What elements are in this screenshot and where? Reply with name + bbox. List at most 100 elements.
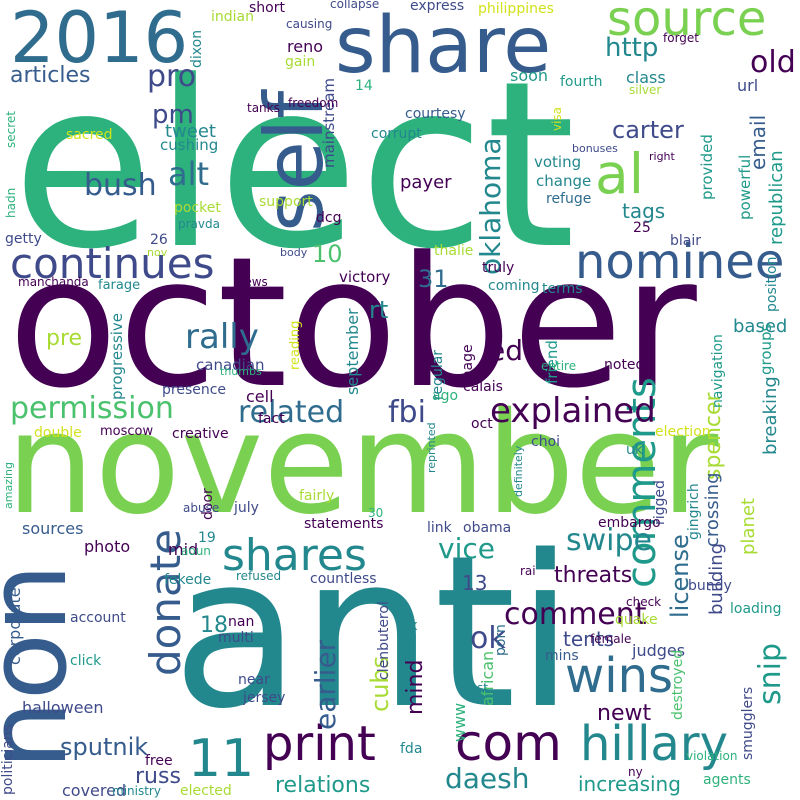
word-regular: regular xyxy=(430,350,446,400)
word-based: based xyxy=(733,316,787,337)
word-coming: coming xyxy=(488,278,540,294)
word-right: right xyxy=(649,150,676,163)
word-print: print xyxy=(263,716,376,772)
word-14: 14 xyxy=(355,78,373,94)
word-reno: reno xyxy=(287,37,323,56)
word-swipe: swipe xyxy=(566,523,652,558)
word-www: www xyxy=(450,703,469,742)
word-jersey: jersey xyxy=(242,690,285,706)
word-ex: ex xyxy=(401,618,418,634)
word-courtesy: courtesy xyxy=(405,106,466,122)
word-progressive: progressive xyxy=(108,313,126,400)
word-mind: mind xyxy=(403,660,428,715)
word-11: 11 xyxy=(188,729,254,789)
word-increasing: increasing xyxy=(578,772,681,796)
word-october: october xyxy=(8,219,697,428)
word-choi: choi xyxy=(531,434,560,450)
word-13: 13 xyxy=(462,571,487,595)
word-30: 30 xyxy=(368,506,383,520)
word-statements: statements xyxy=(304,516,383,532)
word-corrupt: corrupt xyxy=(371,126,422,142)
word-articles: articles xyxy=(10,63,90,88)
word-non: non xyxy=(0,563,91,770)
word-canadian: canadian xyxy=(196,356,265,374)
word-fda: fda xyxy=(400,741,422,757)
word-creative: creative xyxy=(172,426,229,442)
word-amazing: amazing xyxy=(2,462,15,509)
word-voting: voting xyxy=(534,153,581,171)
word-source: source xyxy=(607,0,766,47)
word-pocket: pocket xyxy=(174,200,221,216)
word-collapse: collapse xyxy=(330,0,379,11)
word-oct: oct xyxy=(471,416,493,432)
word-terms: terms xyxy=(542,281,583,297)
word-fourth: fourth xyxy=(560,74,603,90)
word-freedom: freedom xyxy=(288,96,338,110)
word-truly: truly xyxy=(482,260,514,276)
word-soon: soon xyxy=(510,66,548,85)
word-thumbs: thumbs xyxy=(220,365,262,378)
word-rigged: rigged xyxy=(652,480,668,525)
word-self: self xyxy=(248,89,341,232)
word-reprinted: reprinted xyxy=(425,422,438,473)
word-tents: tents xyxy=(563,627,614,651)
word-permission: permission xyxy=(10,391,174,426)
word-carter: carter xyxy=(612,116,684,144)
word-causing: causing xyxy=(286,17,332,31)
word-covered: covered xyxy=(62,781,126,800)
word-calais: calais xyxy=(463,379,503,395)
word-comment: comment xyxy=(504,597,647,632)
word-short: short xyxy=(249,0,285,16)
word-anti: anti xyxy=(172,510,574,755)
word-violation: violation xyxy=(686,749,737,763)
word-hillary: hillary xyxy=(580,716,728,772)
word-pm: pm xyxy=(152,100,194,130)
word-russ: russ xyxy=(135,764,181,789)
word-obama: obama xyxy=(463,520,511,536)
word-al: al xyxy=(595,142,644,206)
word-spencer: spencer xyxy=(701,391,726,480)
word-groups: groups xyxy=(757,323,775,375)
word-double: double xyxy=(34,425,82,441)
word-10: 10 xyxy=(312,240,343,268)
word-female: female xyxy=(590,632,631,646)
word-25: 25 xyxy=(633,220,651,236)
word-newt: newt xyxy=(597,701,651,726)
word-indian: indian xyxy=(211,9,254,25)
word-july: july xyxy=(233,500,259,516)
word-relations: relations xyxy=(275,773,370,798)
word-powerful: powerful xyxy=(736,155,754,220)
word-victory: victory xyxy=(339,268,391,286)
word-fbi: fbi xyxy=(388,395,426,430)
word-link: link xyxy=(427,520,453,536)
word-snip: snip xyxy=(753,643,788,705)
word-elected: elected xyxy=(180,783,232,799)
word-image: image xyxy=(460,344,476,388)
word-farage: farage xyxy=(98,278,140,293)
word-embargo: embargo xyxy=(598,515,661,531)
word-change: change xyxy=(536,172,591,190)
word-wins: wins xyxy=(565,648,673,704)
word-shares: shares xyxy=(222,530,367,581)
word-hadn: hadn xyxy=(4,188,18,218)
word-jews: jews xyxy=(240,275,268,289)
word-threats: threats xyxy=(554,563,632,588)
word-continues: continues xyxy=(10,239,215,288)
word-clenbuterol: clenbuterol xyxy=(376,601,392,680)
word-old: old xyxy=(750,45,796,80)
word-express: express xyxy=(410,0,464,14)
word-rt: rt xyxy=(369,296,388,324)
word-2016: 2016 xyxy=(10,0,188,79)
word-provided: provided xyxy=(698,134,716,200)
word-breaking: breaking xyxy=(760,376,781,455)
word-share: share xyxy=(335,1,551,91)
word-reading: reading xyxy=(288,321,303,370)
word-bonuses: bonuses xyxy=(572,142,618,155)
word-september: september xyxy=(343,308,362,395)
word-elect: elect xyxy=(12,33,576,300)
word-position: position xyxy=(764,257,780,312)
word-judges: judges xyxy=(631,641,685,660)
word-aoun: aoun xyxy=(181,544,211,558)
word-http: http xyxy=(605,33,658,63)
word-license: license xyxy=(666,534,694,618)
